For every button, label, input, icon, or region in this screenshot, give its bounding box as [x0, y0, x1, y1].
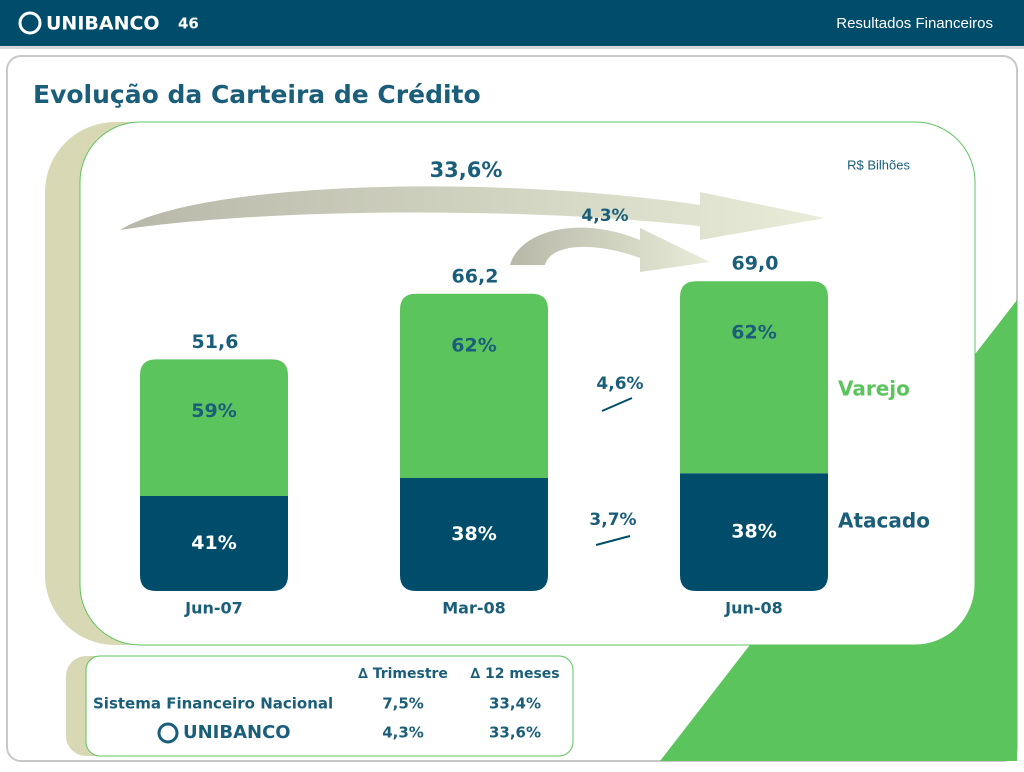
legend-label: Varejo	[838, 377, 910, 401]
segment-growth: 4,6%	[596, 374, 643, 394]
bar-segment	[400, 293, 548, 479]
segment-label: 38%	[451, 523, 496, 545]
growth-12m: 33,6%	[430, 158, 503, 182]
growth-arrow	[601, 397, 633, 412]
brand-logo	[18, 11, 42, 35]
growth-quarter: 4,3%	[581, 206, 628, 226]
segment-label: 41%	[191, 532, 236, 554]
table-panel	[85, 655, 574, 757]
total-label: 69,0	[732, 253, 779, 275]
segment-growth: 3,7%	[589, 510, 636, 530]
brand-logo	[157, 722, 179, 744]
table-cell: 7,5%	[382, 695, 424, 713]
x-tick-label: Jun-07	[184, 599, 243, 618]
section: Resultados Financeiros	[836, 15, 993, 32]
segment-label: 62%	[731, 322, 776, 344]
unit: R$ Bilhões	[847, 157, 910, 172]
title: Evolução da Carteira de Crédito	[33, 80, 481, 109]
x-tick-label: Jun-08	[724, 599, 783, 618]
bar-segment	[140, 496, 288, 591]
table-cell: 4,3%	[382, 724, 424, 742]
segment-label: 59%	[191, 400, 236, 422]
table-cell: 33,6%	[489, 724, 541, 742]
table: ∆ Trimestre ∆ 12 meses Sistema Financeiro …	[93, 666, 560, 744]
x-tick-label: Mar-08	[442, 599, 506, 618]
bar-segment	[140, 359, 288, 497]
table-cell: 33,4%	[489, 695, 541, 713]
header-rule	[0, 46, 1024, 49]
legend-label: Atacado	[838, 509, 930, 533]
brand: UNIBANCO	[46, 13, 160, 35]
bars: 41% 59% 51,6 Jun-07 38% 62% 66,2 Mar-08 38% 62% 69…	[140, 253, 930, 618]
growth-arrow	[595, 535, 631, 546]
table-header: ∆ 12 meses	[470, 666, 559, 682]
bar-segment	[680, 281, 828, 474]
arrow-quarter	[510, 227, 710, 272]
row-label: Sistema Financeiro Nacional	[93, 695, 333, 713]
bar-segment	[400, 478, 548, 591]
header-bar	[0, 0, 1024, 46]
total-label: 66,2	[452, 265, 499, 287]
table-header: ∆ Trimestre	[358, 666, 448, 682]
row-label: UNIBANCO	[183, 722, 291, 743]
arrow-12m	[120, 186, 825, 240]
segment-label: 38%	[731, 521, 776, 543]
total-label: 51,6	[192, 331, 239, 353]
page-number: 46	[178, 15, 199, 33]
segment-label: 62%	[451, 334, 496, 356]
bar-segment	[680, 473, 828, 591]
